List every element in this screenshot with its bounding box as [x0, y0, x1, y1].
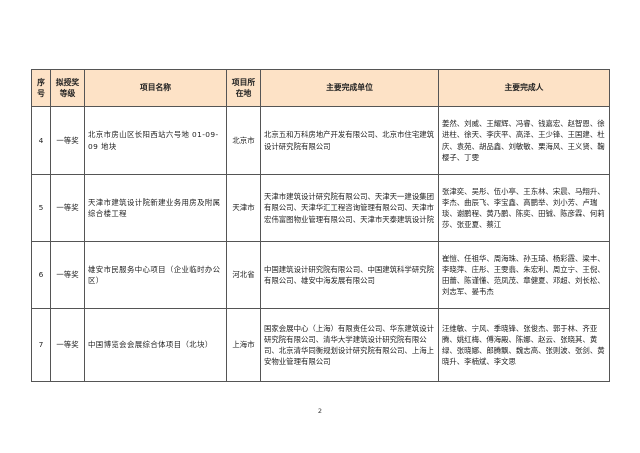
header-name: 项目名称 [84, 69, 227, 107]
page-number: 2 [317, 407, 323, 415]
row-level: 一等奖 [50, 106, 85, 175]
row-level: 一等奖 [50, 308, 85, 382]
header-region: 项目所在地 [226, 69, 261, 107]
row-no: 6 [31, 241, 51, 309]
row-no: 7 [31, 308, 51, 382]
row-region: 上海市 [226, 308, 261, 382]
row-no: 4 [31, 106, 51, 175]
row-people: 姜然、刘威、王耀辉、冯睿、钱嘉宏、赵智恩、徐进柱、徐天、李庆平、高泽、王少锋、王… [438, 106, 610, 175]
row-project-name: 雄安市民服务中心项目（企业临时办公区） [84, 241, 227, 309]
row-no: 5 [31, 174, 51, 242]
row-level: 一等奖 [50, 241, 85, 309]
table-row: 6 一等奖 雄安市民服务中心项目（企业临时办公区） 河北省 中国建筑设计研究院有… [31, 241, 610, 309]
row-people: 汪维敏、宁风、季晓锋、张俊杰、郭于林、齐亚腾、姚红梅、傅海殿、陈娜、赵云、张晓其… [438, 308, 610, 382]
row-units: 中国建筑设计研究院有限公司、中国建筑科学研究院有限公司、雄安中海发展有限公司 [260, 241, 439, 309]
row-region: 北京市 [226, 106, 261, 175]
row-units: 国家会展中心（上海）有限责任公司、华东建筑设计研究院有限公司、清华大学建筑设计研… [260, 308, 439, 382]
row-people: 张津奕、吴彤、伍小亭、王东林、宋晨、马翔升、李杰、曲辰飞、李宝鑫、高鹏举、刘小芳… [438, 174, 610, 242]
table-header: 序号 拟授奖等级 项目名称 项目所在地 主要完成单位 主要完成人 [31, 69, 610, 107]
table-row: 5 一等奖 天津市建筑设计院新建业务用房及附属综合楼工程 天津市 天津市建筑设计… [31, 174, 610, 242]
row-people: 崔愷、任祖华、周海珠、孙玉琦、杨彩霞、梁丰、李晓萍、庄彤、王雯翡、朱宏利、周立宁… [438, 241, 610, 309]
row-region: 河北省 [226, 241, 261, 309]
header-units: 主要完成单位 [260, 69, 439, 107]
row-units: 天津市建筑设计研究院有限公司、天津天一建设集团有限公司、天津华汇工程咨询管理有限… [260, 174, 439, 242]
row-region: 天津市 [226, 174, 261, 242]
header-no: 序号 [31, 69, 51, 107]
award-table: 序号 拟授奖等级 项目名称 项目所在地 主要完成单位 主要完成人 4 一等奖 北… [31, 69, 610, 382]
row-level: 一等奖 [50, 174, 85, 242]
table-row: 7 一等奖 中国博览会会展综合体项目（北块） 上海市 国家会展中心（上海）有限责… [31, 308, 610, 382]
row-project-name: 北京市房山区长阳西站六号地 01-09-09 地块 [84, 106, 227, 175]
row-project-name: 中国博览会会展综合体项目（北块） [84, 308, 227, 382]
header-level: 拟授奖等级 [50, 69, 85, 107]
table-row: 4 一等奖 北京市房山区长阳西站六号地 01-09-09 地块 北京市 北京五和… [31, 106, 610, 175]
row-project-name: 天津市建筑设计院新建业务用房及附属综合楼工程 [84, 174, 227, 242]
header-people: 主要完成人 [438, 69, 610, 107]
row-units: 北京五和万科房地产开发有限公司、北京市住宅建筑设计研究院有限公司 [260, 106, 439, 175]
